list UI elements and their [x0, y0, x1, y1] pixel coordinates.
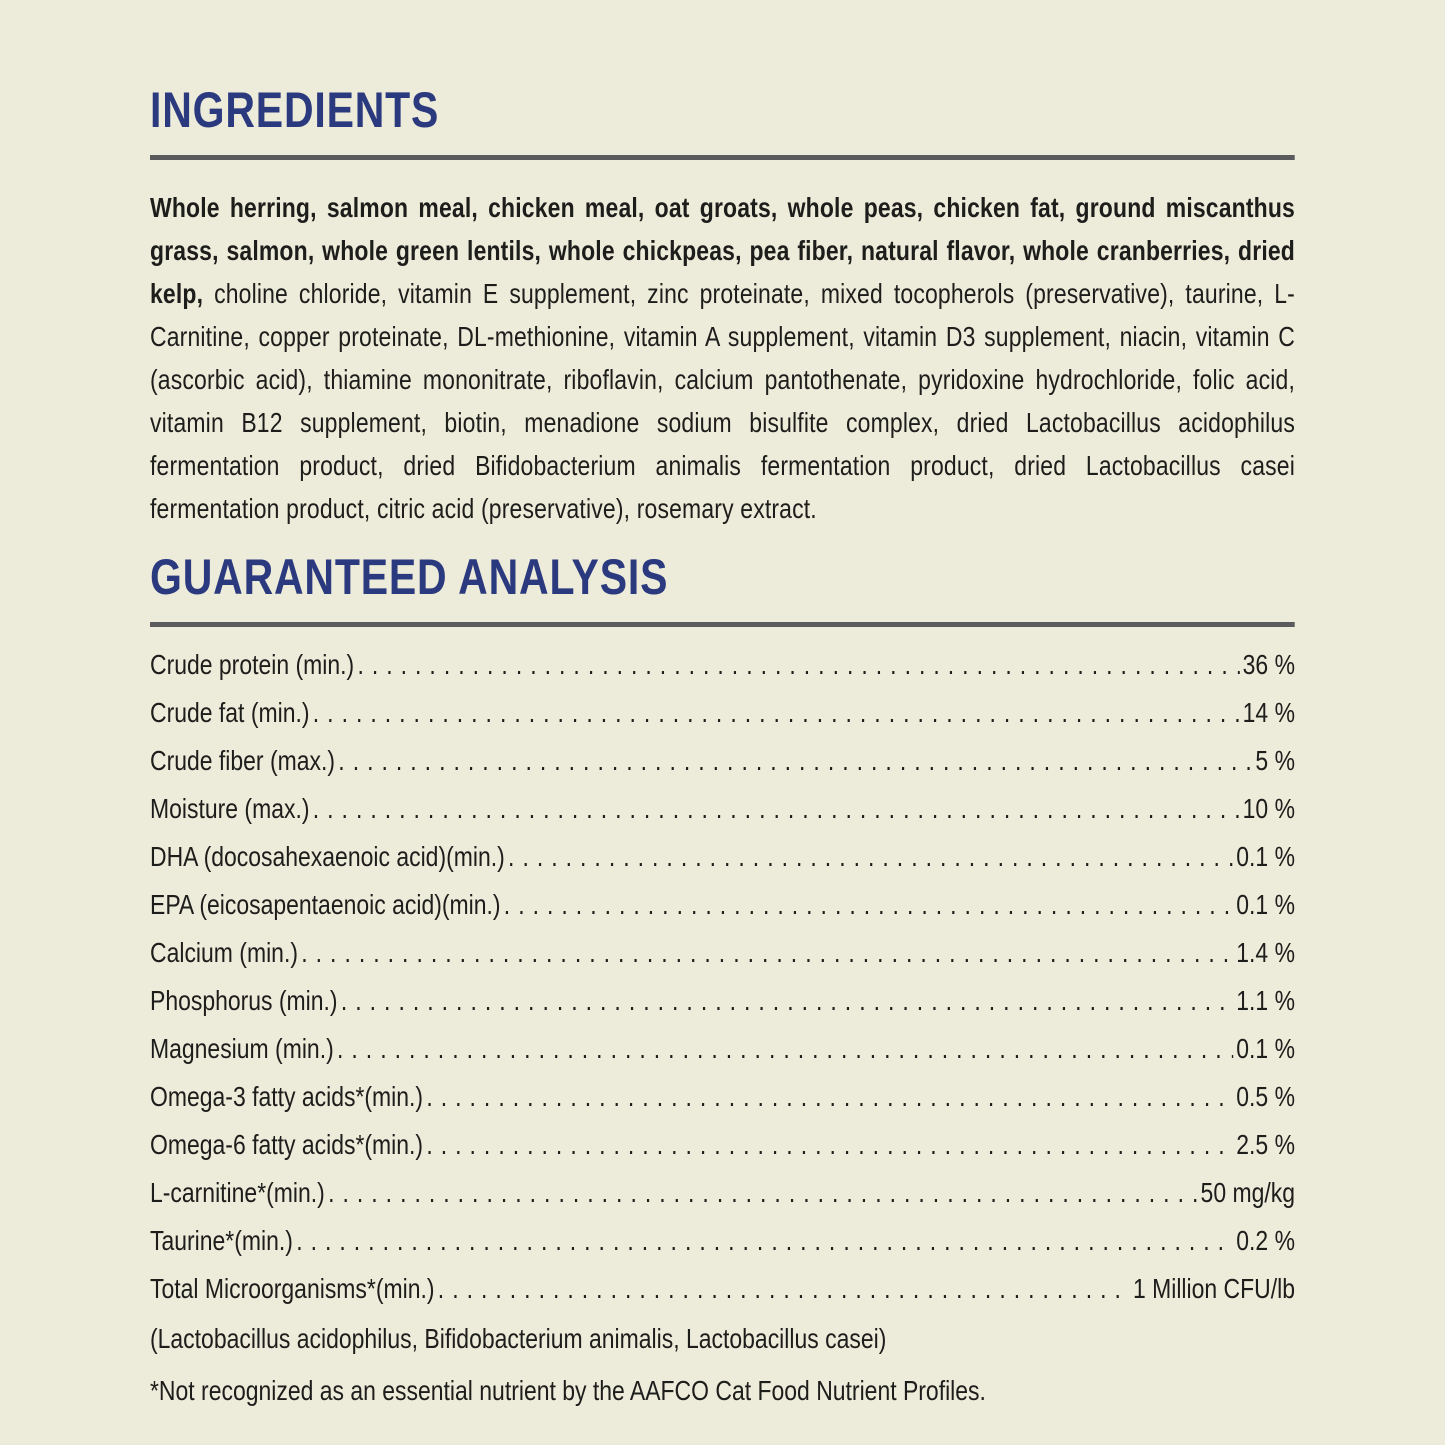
dot-leader [328, 1169, 1197, 1217]
row-label: Phosphorus (min.) [150, 985, 338, 1016]
row-value: 0.1 % [1236, 1033, 1295, 1064]
dot-leader [438, 1265, 1130, 1313]
row-value: 36 % [1242, 649, 1295, 680]
dot-leader [357, 641, 1239, 689]
row-label: Magnesium (min.) [150, 1033, 334, 1064]
dot-leader [337, 1025, 1233, 1073]
row-value: 5 % [1255, 745, 1295, 776]
row-label: L-carnitine*(min.) [150, 1177, 325, 1208]
dot-leader [426, 1073, 1233, 1121]
guaranteed-analysis-table: Crude protein (min.) 36 % Crude fat (min… [150, 641, 1295, 1313]
dot-leader [296, 1217, 1233, 1265]
row-value: 10 % [1242, 793, 1295, 824]
analysis-row-crude-protein: Crude protein (min.) 36 % [150, 641, 1295, 689]
dot-leader [341, 977, 1233, 1025]
ingredients-divider [150, 155, 1295, 160]
row-label: Calcium (min.) [150, 937, 298, 968]
row-value: 0.1 % [1236, 841, 1295, 872]
row-label: DHA (docosahexaenoic acid)(min.) [150, 841, 505, 872]
analysis-row-omega3: Omega-3 fatty acids*(min.) 0.5 % [150, 1073, 1295, 1121]
row-label: Taurine*(min.) [150, 1225, 293, 1256]
row-value: 14 % [1242, 697, 1295, 728]
ingredients-paragraph: Whole herring, salmon meal, chicken meal… [150, 186, 1295, 530]
analysis-row-dha: DHA (docosahexaenoic acid)(min.) 0.1 % [150, 833, 1295, 881]
ingredients-title: INGREDIENTS [150, 82, 440, 138]
dot-leader [504, 881, 1233, 929]
dot-leader [508, 833, 1233, 881]
row-value: 0.2 % [1236, 1225, 1295, 1256]
row-label: Moisture (max.) [150, 793, 310, 824]
row-label: Crude protein (min.) [150, 649, 355, 680]
analysis-row-phosphorus: Phosphorus (min.) 1.1 % [150, 977, 1295, 1025]
row-value: 0.5 % [1236, 1081, 1295, 1112]
ingredients-primary-text: Whole herring, salmon meal, chicken meal… [150, 192, 1295, 309]
analysis-row-epa: EPA (eicosapentaenoic acid)(min.) 0.1 % [150, 881, 1295, 929]
row-label: EPA (eicosapentaenoic acid)(min.) [150, 889, 501, 920]
analysis-row-crude-fiber: Crude fiber (max.) 5 % [150, 737, 1295, 785]
row-label: Omega-6 fatty acids*(min.) [150, 1129, 424, 1160]
guaranteed-analysis-divider [150, 622, 1295, 627]
dot-leader [338, 737, 1252, 785]
dot-leader [313, 785, 1240, 833]
dot-leader [426, 1121, 1233, 1169]
row-label: Total Microorganisms*(min.) [150, 1273, 435, 1304]
analysis-row-omega6: Omega-6 fatty acids*(min.) 2.5 % [150, 1121, 1295, 1169]
row-value: 50 mg/kg [1200, 1177, 1295, 1208]
row-value: 0.1 % [1236, 889, 1295, 920]
label-content: INGREDIENTS Whole herring, salmon meal, … [150, 85, 1295, 1417]
guaranteed-analysis-title: GUARANTEED ANALYSIS [150, 549, 669, 605]
microorganisms-subnote: (Lactobacillus acidophilus, Bifidobacter… [150, 1323, 887, 1354]
analysis-row-lcarnitine: L-carnitine*(min.) 50 mg/kg [150, 1169, 1295, 1217]
row-value: 2.5 % [1236, 1129, 1295, 1160]
row-label: Crude fiber (max.) [150, 745, 336, 776]
row-value: 1.4 % [1236, 937, 1295, 968]
ingredients-secondary-text: choline chloride, vitamin E supplement, … [150, 278, 1295, 524]
row-label: Crude fat (min.) [150, 697, 310, 728]
analysis-row-total-microorganisms: Total Microorganisms*(min.) 1 Million CF… [150, 1265, 1295, 1313]
row-label: Omega-3 fatty acids*(min.) [150, 1081, 424, 1112]
analysis-row-magnesium: Magnesium (min.) 0.1 % [150, 1025, 1295, 1073]
analysis-row-calcium: Calcium (min.) 1.4 % [150, 929, 1295, 977]
dot-leader [313, 689, 1240, 737]
aafco-footnote: *Not recognized as an essential nutrient… [150, 1375, 986, 1406]
row-value: 1 Million CFU/lb [1132, 1273, 1295, 1304]
analysis-row-taurine: Taurine*(min.) 0.2 % [150, 1217, 1295, 1265]
dot-leader [301, 929, 1233, 977]
analysis-row-moisture: Moisture (max.) 10 % [150, 785, 1295, 833]
analysis-row-crude-fat: Crude fat (min.) 14 % [150, 689, 1295, 737]
row-value: 1.1 % [1236, 985, 1295, 1016]
